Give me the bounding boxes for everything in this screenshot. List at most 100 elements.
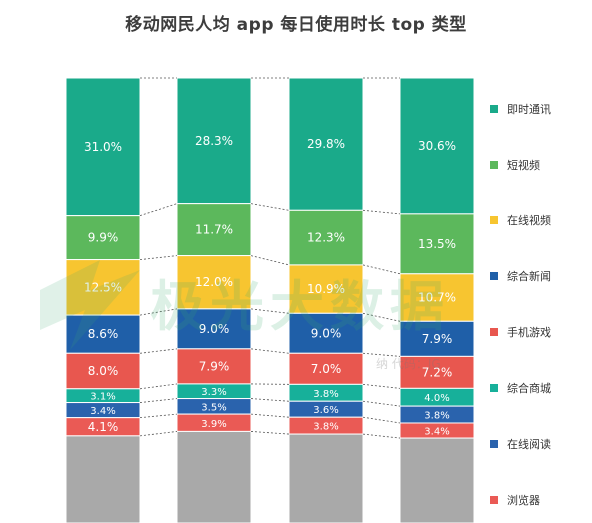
legend-label: 在线视频 [507, 214, 551, 227]
legend-label: 即时通讯 [507, 103, 551, 116]
connector-line [250, 255, 290, 266]
data-label: 7.9% [199, 359, 230, 373]
watermark-brand: 极光大数据 [150, 275, 450, 338]
connector-line [362, 383, 401, 389]
bar-segment-other [288, 433, 364, 523]
bar-segment [65, 352, 141, 390]
data-label: 3.4% [90, 406, 115, 417]
data-label: 3.8% [313, 422, 338, 433]
data-label: 7.2% [422, 365, 453, 379]
data-label: 3.5% [201, 402, 226, 413]
connector-line [139, 255, 178, 260]
data-label: 3.1% [90, 392, 115, 403]
connector-line [139, 383, 178, 390]
bar-segment [176, 77, 252, 205]
data-label: 3.8% [424, 411, 449, 422]
legend-item: 手机游戏 [490, 324, 551, 340]
legend-item: 在线阅读 [490, 436, 551, 452]
data-label: 13.5% [418, 237, 456, 251]
legend-swatch [490, 440, 498, 448]
connector-line [139, 398, 178, 403]
data-label: 9.9% [88, 231, 119, 245]
data-label: 31.0% [84, 140, 122, 154]
bar-segment-other [176, 430, 252, 523]
bar-segment [65, 314, 141, 354]
connector-line [139, 431, 178, 437]
data-label: 9.0% [199, 322, 230, 336]
connector-line [250, 348, 290, 354]
legend-item: 综合商城 [490, 380, 551, 396]
legend-item: 综合新闻 [490, 268, 551, 284]
bar-segment [288, 312, 364, 354]
watermark-subtext: 纳 代码：JG [376, 357, 441, 371]
bar-segment [65, 77, 141, 217]
bar-segment [176, 308, 252, 350]
data-label: 12.0% [195, 275, 233, 289]
data-label: 10.9% [307, 282, 345, 296]
bar-segment [176, 203, 252, 257]
bar-segment [399, 77, 475, 215]
connector-line [362, 433, 401, 439]
connector-line [139, 413, 178, 419]
bar-segment [399, 273, 475, 322]
bar-segment-other [65, 435, 141, 523]
data-label: 8.0% [88, 364, 119, 378]
bar-segment [176, 255, 252, 310]
connector-line [250, 398, 290, 402]
legend-label: 综合新闻 [507, 270, 551, 283]
data-label: 9.0% [311, 326, 342, 340]
data-label: 7.9% [422, 332, 453, 346]
data-label: 4.1% [88, 420, 119, 434]
data-label: 3.8% [313, 389, 338, 400]
chart-legend: 即时通讯短视频在线视频综合新闻手机游戏综合商城在线阅读浏览器 [490, 0, 590, 523]
connector-line [139, 348, 178, 354]
legend-label: 手机游戏 [507, 326, 551, 339]
data-label: 3.6% [313, 405, 338, 416]
data-label: 4.0% [424, 393, 449, 404]
legend-swatch [490, 496, 498, 504]
legend-label: 在线阅读 [507, 438, 551, 451]
legend-label: 短视频 [507, 159, 540, 172]
bar-segment-other [399, 437, 475, 523]
data-label: 3.3% [201, 387, 226, 398]
data-label: 29.8% [307, 137, 345, 151]
bar-segment [288, 77, 364, 211]
legend-swatch [490, 384, 498, 392]
connector-line [250, 431, 290, 435]
connector-line [362, 209, 401, 215]
data-label: 7.0% [311, 362, 342, 376]
data-label: 3.9% [201, 419, 226, 430]
bar-segment [399, 320, 475, 357]
legend-item: 在线视频 [490, 212, 551, 228]
bar-segment [288, 264, 364, 314]
bar-segment [288, 209, 364, 266]
legend-item: 短视频 [490, 157, 540, 173]
bar-segment [65, 259, 141, 316]
legend-swatch [490, 272, 498, 280]
bar-segment [65, 215, 141, 261]
connector-line [250, 413, 290, 418]
connector-line [362, 416, 401, 424]
data-label: 3.4% [424, 427, 449, 438]
data-label: 10.7% [418, 291, 456, 305]
legend-swatch [490, 328, 498, 336]
connector-line [362, 400, 401, 407]
legend-swatch [490, 216, 498, 224]
legend-swatch [490, 161, 498, 169]
connector-line [250, 203, 290, 211]
legend-swatch [490, 105, 498, 113]
legend-label: 综合商城 [507, 382, 551, 395]
legend-item: 即时通讯 [490, 101, 551, 117]
data-label: 8.6% [88, 327, 119, 341]
data-label: 12.3% [307, 231, 345, 245]
chart-title: 移动网民人均 app 每日使用时长 top 类型 [125, 15, 467, 35]
data-label: 11.7% [195, 223, 233, 237]
data-label: 30.6% [418, 139, 456, 153]
connector-line [139, 203, 178, 217]
legend-label: 浏览器 [507, 494, 540, 507]
data-label: 28.3% [195, 134, 233, 148]
data-label: 12.5% [84, 280, 122, 294]
bar-segment [176, 348, 252, 385]
legend-item: 浏览器 [490, 492, 540, 508]
